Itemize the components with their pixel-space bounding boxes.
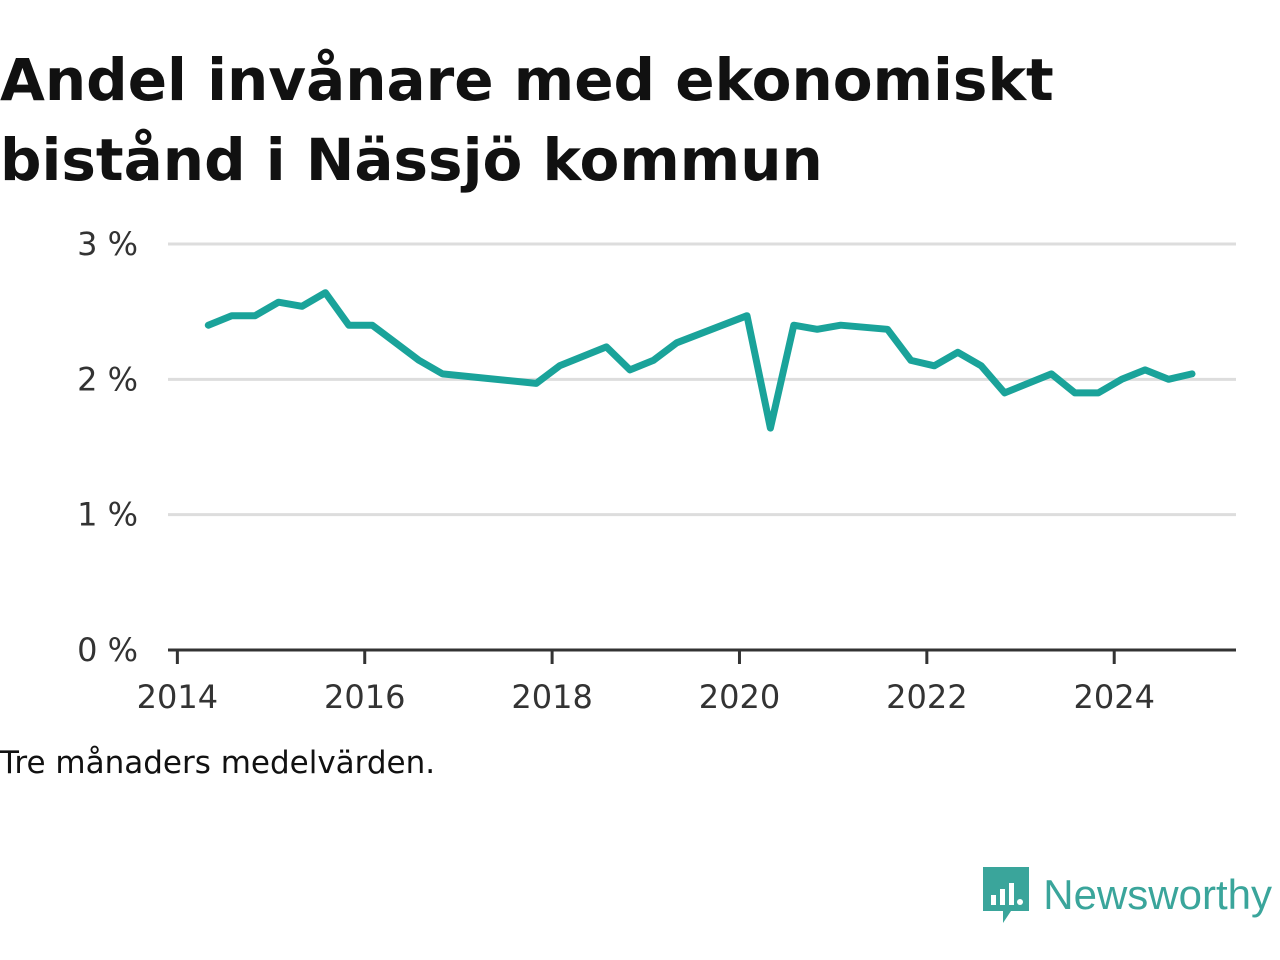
series-group [204,289,1196,432]
series-line [204,289,1196,432]
newsworthy-logo-icon [983,867,1030,923]
y-tick-label: 1 % [77,496,138,534]
x-tick-label: 2018 [511,678,592,716]
brand: Newsworthy [981,862,1272,928]
brand-name: Newsworthy [1043,871,1272,918]
x-tick-label: 2020 [699,678,780,716]
gridlines [168,242,1236,517]
y-tick-label: 3 % [77,225,138,263]
x-tick-label: 2024 [1073,678,1154,716]
x-tick-label: 2022 [886,678,967,716]
x-axis-ticks: 2014 2016 2018 2020 2022 2024 [137,650,1155,716]
x-tick-label: 2016 [324,678,405,716]
chart-title: Andel invånare med ekonomiskt bistånd i … [0,46,1054,194]
chart-note: Tre månaders medelvärden. [0,745,436,781]
y-tick-label: 2 % [77,360,138,398]
line-chart: 0 % 1 % 2 % 3 % 2014 2016 2018 2020 2022 2024 [77,225,1236,716]
y-axis-ticks: 0 % 1 % 2 % 3 % [77,225,138,669]
y-tick-label: 0 % [77,631,138,669]
x-tick-label: 2014 [137,678,218,716]
